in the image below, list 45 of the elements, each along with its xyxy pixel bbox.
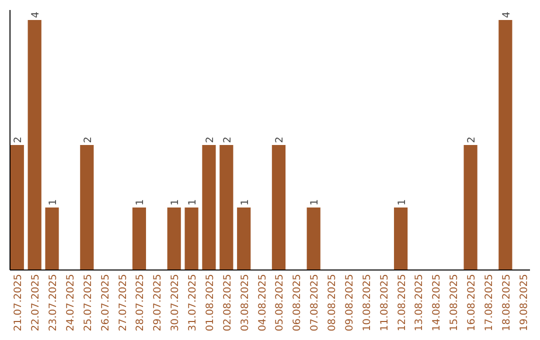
x-tick-label: 03.08.2025: [240, 274, 251, 332]
x-tick-label: 06.08.2025: [292, 274, 304, 332]
data-label: 1: [135, 199, 146, 206]
data-label: 1: [240, 199, 251, 206]
x-tick-label: 10.08.2025: [362, 274, 373, 332]
x-tick-label: 14.08.2025: [432, 274, 443, 332]
x-tick-label: 22.07.2025: [30, 274, 42, 332]
data-label: 1: [48, 199, 60, 206]
x-tick-label: 13.08.2025: [414, 274, 426, 332]
x-tick-label: 07.08.2025: [310, 274, 321, 332]
data-label: 2: [274, 136, 286, 143]
x-tick-label: 05.08.2025: [274, 274, 286, 332]
x-tick-label: 29.07.2025: [152, 274, 164, 332]
x-tick-label: 19.08.2025: [518, 274, 530, 332]
x-tick-label: 21.07.2025: [13, 274, 24, 332]
data-label: 4: [30, 12, 42, 18]
x-tick-label: 04.08.2025: [257, 274, 268, 332]
data-label: 2: [466, 136, 478, 143]
x-tick-label: 12.08.2025: [396, 274, 408, 332]
data-label: 1: [396, 199, 408, 206]
data-label: 1: [170, 199, 182, 206]
x-tick-label: 16.08.2025: [466, 274, 478, 332]
data-label: 2: [222, 136, 234, 143]
x-tick-label: 31.07.2025: [188, 274, 199, 332]
x-tick-label: 27.07.2025: [118, 274, 129, 332]
x-tick-label: 23.07.2025: [48, 274, 60, 332]
data-label: 1: [310, 199, 321, 206]
x-tick-label: 30.07.2025: [170, 274, 182, 332]
data-label: 2: [204, 136, 216, 143]
data-label: 4: [501, 12, 512, 18]
data-label: 2: [82, 136, 94, 143]
x-tick-label: 01.08.2025: [204, 274, 216, 332]
x-tick-label: 18.08.2025: [501, 274, 512, 332]
x-tick-label: 28.07.2025: [135, 274, 146, 332]
x-tick-label: 25.07.2025: [82, 274, 94, 332]
x-tick-label: 11.08.2025: [379, 274, 390, 332]
x-tick-label: 26.07.2025: [100, 274, 112, 332]
data-label: 2: [13, 136, 24, 143]
x-tick-label: 17.08.2025: [484, 274, 495, 332]
x-tick-label: 02.08.2025: [222, 274, 234, 332]
data-label: 1: [188, 199, 199, 206]
x-tick-label: 08.08.2025: [327, 274, 338, 332]
x-tick-label: 09.08.2025: [344, 274, 356, 332]
x-tick-label: 24.07.2025: [65, 274, 76, 332]
x-tick-label: 15.08.2025: [449, 274, 460, 332]
